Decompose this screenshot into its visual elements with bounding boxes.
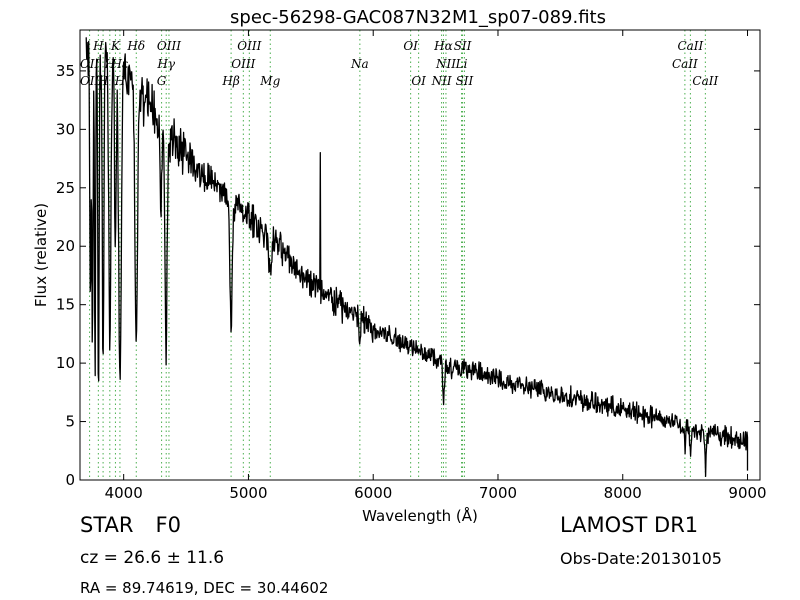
spectral-line-label: OII: [80, 57, 100, 71]
spectral-line-label: Hβ: [221, 74, 239, 88]
spectral-line-label: CaII: [692, 74, 718, 88]
spectral-line-markers: [89, 30, 706, 480]
x-tick-label: 4000: [105, 484, 143, 502]
spectral-line-label: OIII: [157, 39, 181, 53]
spectral-line-label: G: [157, 74, 167, 88]
y-axis-label: Flux (relative): [32, 203, 50, 307]
spectral-line-label: OIII: [231, 57, 255, 71]
flux-spectrum-line: [85, 37, 749, 478]
y-tick-label: 0: [65, 471, 75, 489]
sky-coordinates: RA = 89.74619, DEC = 30.44602: [80, 579, 329, 597]
y-tick-label: 20: [56, 237, 75, 255]
spectral-line-label: H: [92, 39, 104, 53]
plot-frame: [79, 29, 761, 481]
spectral-line-label: OI: [403, 39, 418, 53]
spectral-line-label: Hδ: [126, 39, 145, 53]
spectral-line-label: Mg: [259, 74, 280, 88]
spectral-line-label: Hα: [433, 39, 453, 53]
survey-name: LAMOST DR1: [560, 513, 699, 537]
spectral-line-label: Na: [350, 57, 369, 71]
y-tick-label: 35: [56, 62, 75, 80]
y-tick-label: 15: [56, 296, 75, 314]
spectral-line-label: K: [110, 39, 121, 53]
spectral-line-label: OIII: [237, 39, 261, 53]
spectral-line-label: NII: [435, 57, 456, 71]
spectral-line-label: CaII: [672, 57, 698, 71]
x-tick-label: 6000: [354, 484, 392, 502]
spectral-line-label: OI: [411, 74, 426, 88]
object-subclass: F0: [155, 513, 181, 537]
axis-ticks: 4000 5000 6000 7000 8000 9000 0 5 10 15 20 25 30 35: [56, 30, 767, 502]
y-tick-label: 30: [56, 120, 75, 138]
redshift-value: cz = 26.6 ± 11.6: [80, 548, 225, 568]
chart-title: spec-56298-GAC087N32M1_sp07-089.fits: [230, 7, 606, 28]
observation-date: Obs-Date:20130105: [560, 549, 722, 568]
spectral-line-label: Hγ: [156, 57, 175, 71]
x-tick-label: 8000: [604, 484, 642, 502]
object-classification: STAR F0: [80, 513, 181, 537]
spectral-line-label: SII: [456, 74, 474, 88]
x-tick-label: 9000: [728, 484, 766, 502]
x-tick-label: 7000: [479, 484, 517, 502]
y-tick-label: 10: [56, 354, 75, 372]
y-tick-label: 25: [56, 179, 75, 197]
spectral-line-label: CaII: [677, 39, 703, 53]
spectral-line-label: SII: [454, 39, 472, 53]
spectral-line-label: Li: [455, 57, 468, 71]
spectral-line-label: NII: [431, 74, 452, 88]
x-tick-label: 5000: [229, 484, 267, 502]
x-axis-label: Wavelength (Å): [362, 506, 478, 525]
object-class: STAR: [80, 513, 134, 537]
y-tick-label: 5: [65, 413, 75, 431]
